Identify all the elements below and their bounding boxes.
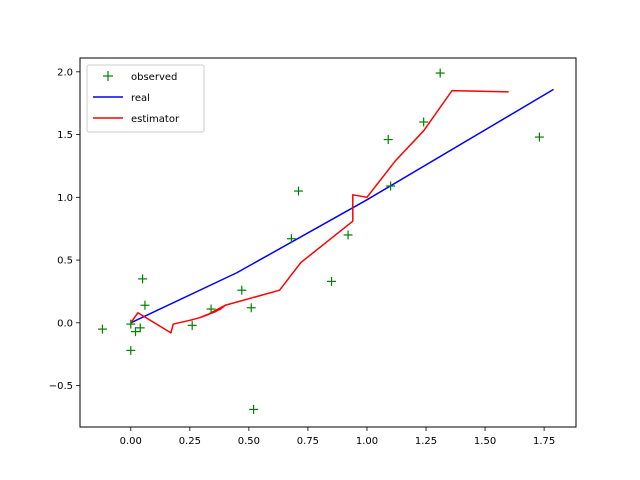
plot-frame bbox=[79, 57, 577, 428]
legend: observed real estimator bbox=[86, 64, 205, 133]
data-point-observed-4 bbox=[135, 323, 145, 333]
series-line-estimator bbox=[130, 89, 509, 334]
data-point-observed-16 bbox=[383, 135, 393, 145]
y-tick-label: 1.0 bbox=[57, 193, 73, 204]
legend-label-observed: observed bbox=[131, 72, 177, 83]
data-point-observed-20 bbox=[534, 132, 544, 142]
x-tick-label: 0.75 bbox=[297, 436, 319, 447]
y-tick-label: −0.5 bbox=[49, 381, 73, 392]
data-point-observed-0 bbox=[97, 324, 107, 334]
legend-label-estimator: estimator bbox=[131, 114, 180, 125]
y-tick-label: 0.5 bbox=[57, 256, 73, 267]
legend-item-real: real bbox=[93, 93, 150, 104]
legend-label-real: real bbox=[131, 93, 150, 104]
series-line-real bbox=[130, 88, 554, 324]
x-tick-label: 1.00 bbox=[356, 436, 378, 447]
data-point-observed-1 bbox=[126, 345, 136, 355]
data-point-observed-17 bbox=[386, 181, 396, 191]
legend-item-estimator: estimator bbox=[93, 114, 180, 125]
data-point-observed-12 bbox=[286, 234, 296, 244]
y-axis: −0.5 0.0 0.5 1.0 1.5 2.0 bbox=[49, 67, 80, 392]
data-point-observed-5 bbox=[138, 274, 148, 284]
data-point-observed-7 bbox=[187, 320, 197, 330]
y-tick-label: 1.5 bbox=[57, 130, 73, 141]
data-point-observed-10 bbox=[246, 303, 256, 313]
y-tick-label: 0.0 bbox=[57, 318, 73, 329]
markers-layer bbox=[97, 68, 544, 414]
y-tick-label: 2.0 bbox=[57, 67, 73, 78]
x-axis: 0.00 0.25 0.50 0.75 1.00 1.25 1.50 1.75 bbox=[120, 427, 555, 447]
x-tick-label: 0.00 bbox=[120, 436, 142, 447]
data-point-observed-19 bbox=[435, 68, 445, 78]
legend-box bbox=[86, 64, 205, 133]
legend-marker-observed bbox=[103, 71, 113, 81]
x-tick-label: 1.50 bbox=[474, 436, 496, 447]
data-point-observed-6 bbox=[140, 300, 150, 310]
x-tick-label: 0.50 bbox=[238, 436, 260, 447]
data-point-observed-14 bbox=[327, 276, 337, 286]
x-tick-label: 1.75 bbox=[533, 436, 555, 447]
data-point-observed-3 bbox=[131, 327, 141, 337]
x-tick-label: 1.25 bbox=[415, 436, 437, 447]
x-tick-label: 0.25 bbox=[179, 436, 201, 447]
lines-layer bbox=[130, 88, 554, 334]
data-point-observed-13 bbox=[293, 186, 303, 196]
legend-item-observed: observed bbox=[103, 71, 177, 83]
data-point-observed-2 bbox=[126, 319, 136, 329]
data-point-observed-11 bbox=[249, 404, 259, 414]
data-point-observed-9 bbox=[237, 285, 247, 295]
data-point-observed-15 bbox=[343, 230, 353, 240]
data-point-observed-8 bbox=[206, 304, 216, 314]
data-point-observed-18 bbox=[419, 117, 429, 127]
